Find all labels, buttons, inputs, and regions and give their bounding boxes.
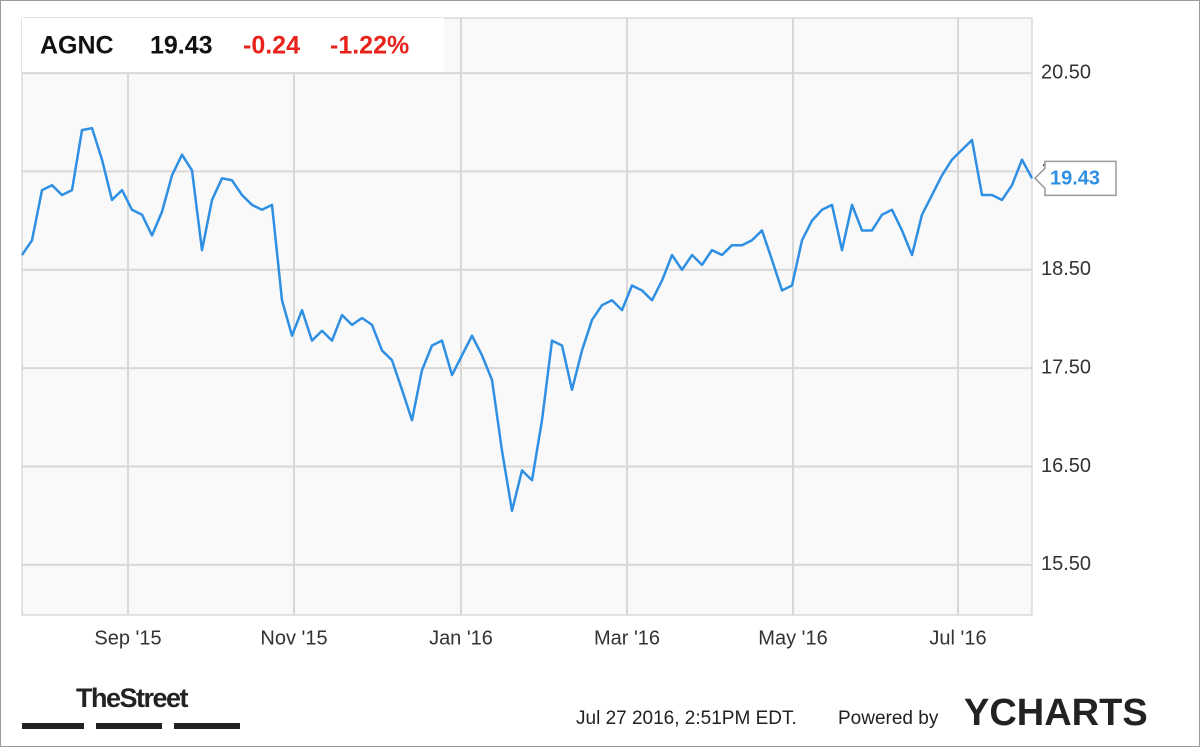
y-tick-label: 16.50 xyxy=(1041,455,1091,477)
x-tick-label: Nov '15 xyxy=(260,627,327,649)
change-percent: -1.22% xyxy=(330,32,409,60)
grid xyxy=(22,18,1032,615)
brand-logo: YCHARTS xyxy=(964,692,1148,734)
logo-bar xyxy=(96,723,162,729)
symbol: AGNC xyxy=(40,32,114,60)
x-tick-label: Jul '16 xyxy=(929,627,986,649)
footer: TheStreet Jul 27 2016, 2:51PM EDT. Power… xyxy=(22,683,1148,734)
y-tick-label: 17.50 xyxy=(1041,356,1091,378)
plot-area xyxy=(21,17,1033,616)
last-value-label: 19.43 xyxy=(1050,168,1100,190)
y-tick-label: 15.50 xyxy=(1041,553,1091,575)
timestamp: Jul 27 2016, 2:51PM EDT. xyxy=(576,708,797,729)
price: 19.43 xyxy=(150,32,213,60)
change: -0.24 xyxy=(243,32,300,60)
x-tick-label: Jan '16 xyxy=(429,627,493,649)
x-tick-label: Sep '15 xyxy=(94,627,161,649)
logo-bar xyxy=(22,723,84,729)
last-value-callout xyxy=(1033,160,1117,197)
price-line xyxy=(20,126,1034,512)
x-tick-label: May '16 xyxy=(758,627,827,649)
x-tick-label: Mar '16 xyxy=(594,627,660,649)
series xyxy=(20,126,1034,512)
header-box xyxy=(22,18,444,72)
powered-by: Powered by xyxy=(838,708,939,729)
y-tick-label: 20.50 xyxy=(1041,61,1091,83)
logo-bar xyxy=(174,723,240,729)
y-tick-label: 18.50 xyxy=(1041,258,1091,280)
source-logo: TheStreet xyxy=(76,683,189,713)
